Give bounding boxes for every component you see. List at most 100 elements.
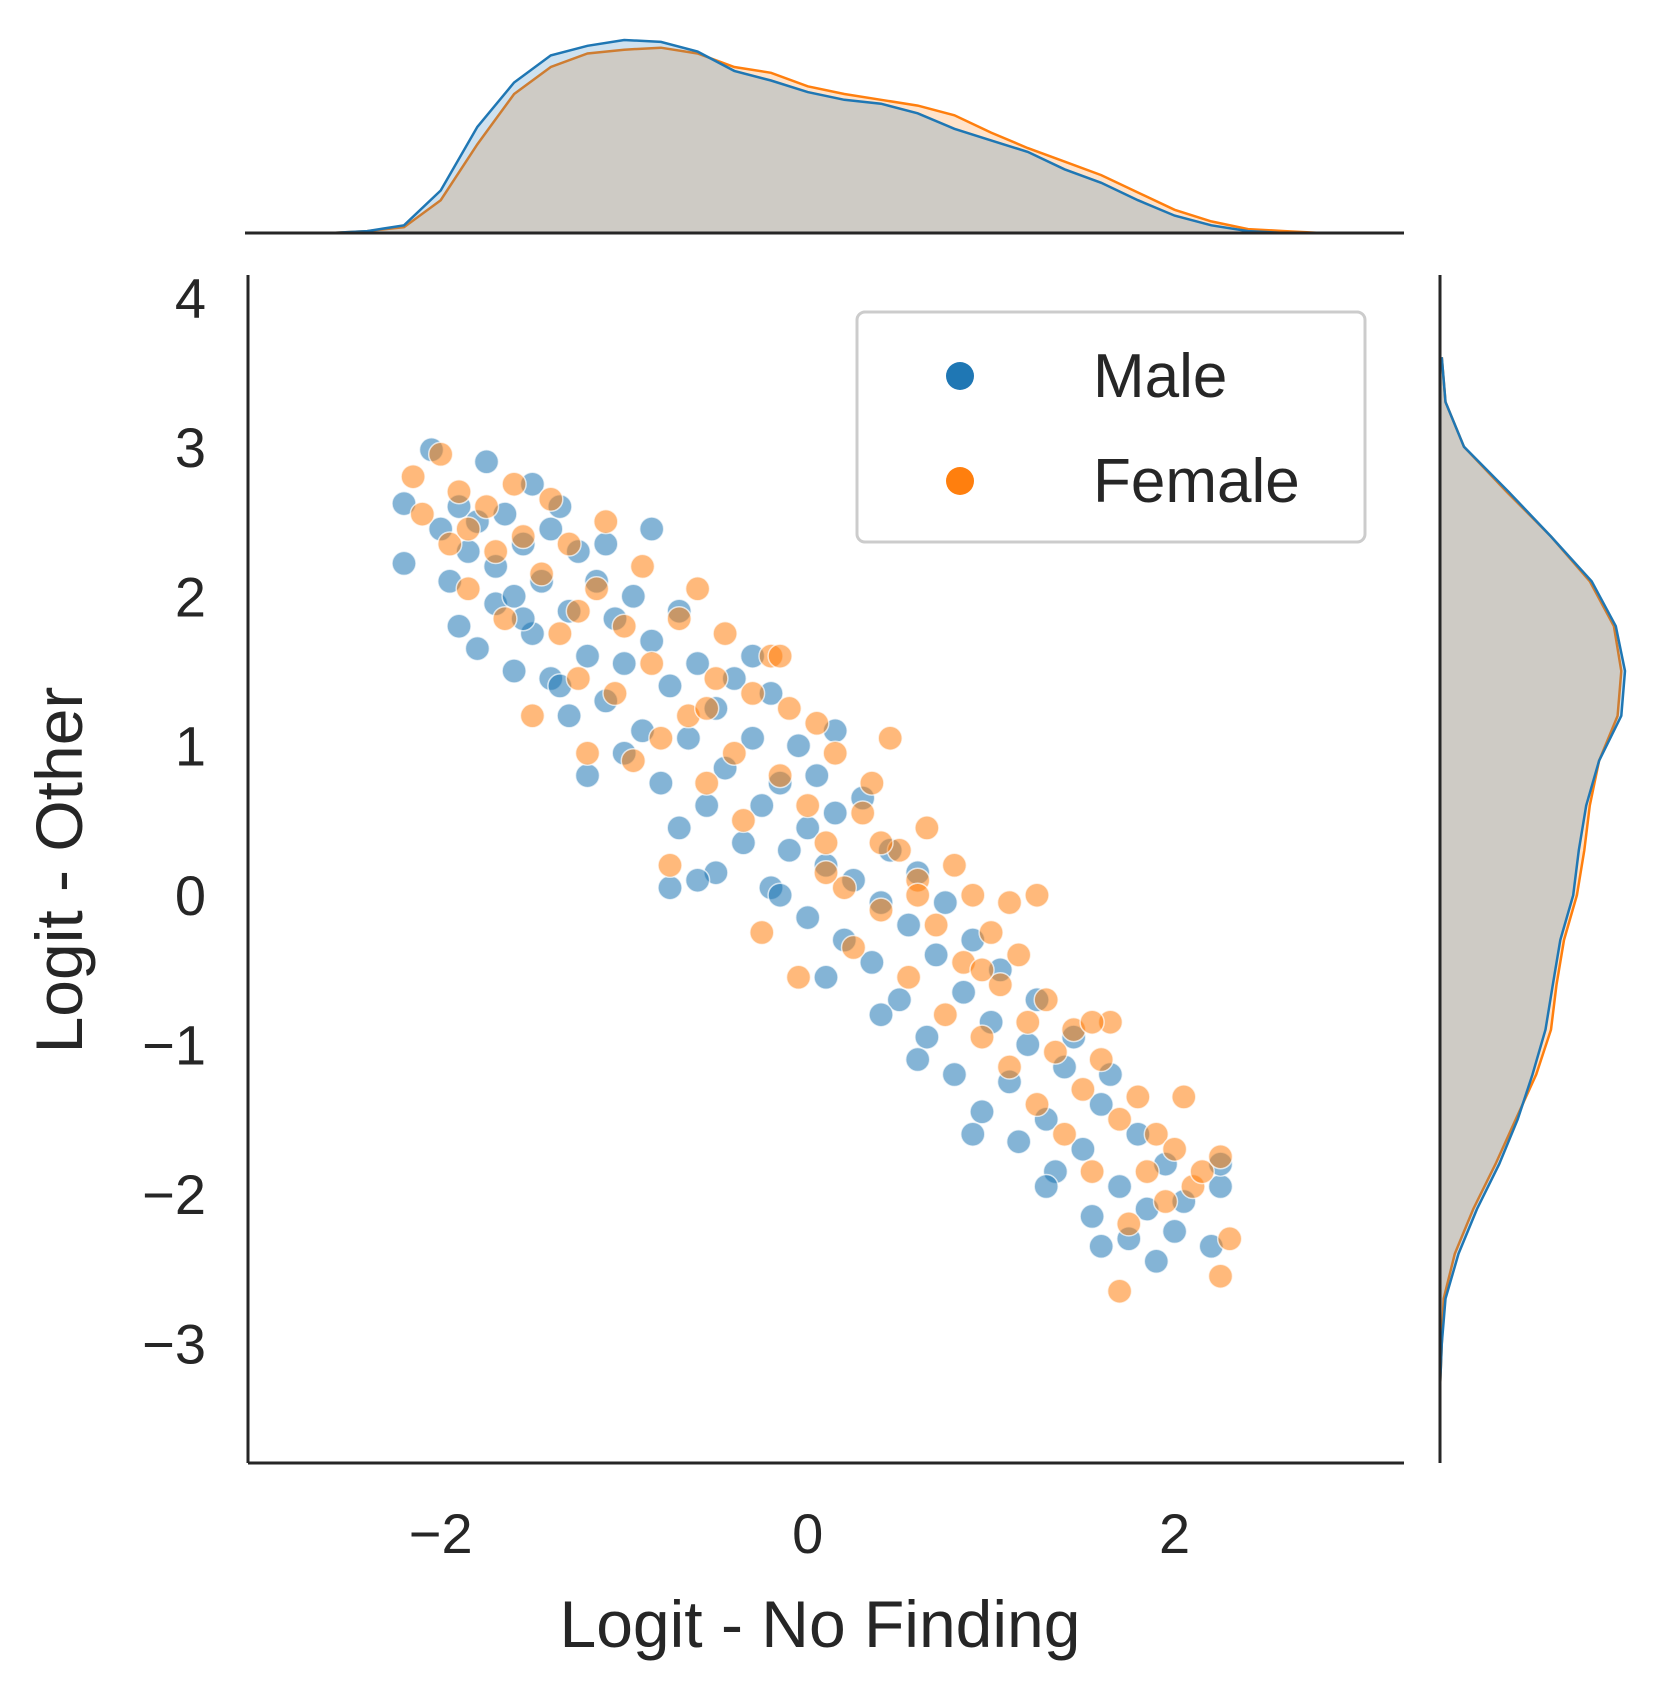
point-female [437, 531, 463, 557]
point-female [482, 538, 509, 565]
point-male [960, 1121, 986, 1147]
point-male [666, 815, 692, 841]
point-female [895, 964, 922, 991]
point-female [1088, 1046, 1114, 1073]
point-male [1015, 1031, 1041, 1058]
point-female [804, 710, 830, 737]
point-male [914, 1024, 940, 1050]
point-female [1079, 1009, 1105, 1035]
point-male [1088, 1091, 1114, 1118]
point-male [804, 762, 830, 789]
point-female [574, 740, 601, 766]
point-female [712, 620, 738, 647]
point-female [1033, 987, 1059, 1013]
kde-y-fill-female [1440, 357, 1622, 1434]
point-male [785, 732, 812, 759]
point-female [813, 859, 839, 886]
point-female [1024, 1091, 1050, 1118]
y-tick-label: 2 [175, 565, 206, 628]
point-female [904, 882, 931, 908]
point-male [611, 650, 637, 677]
point-male [657, 673, 683, 699]
point-female [749, 919, 775, 946]
point-female [611, 613, 637, 639]
point-male [693, 792, 720, 819]
legend-label-female: Female [1093, 447, 1300, 516]
kde-y-line-male [1438, 357, 1627, 1434]
point-female [556, 531, 582, 557]
point-male [620, 583, 647, 610]
point-female [446, 478, 472, 505]
y-tick-label: 3 [175, 416, 206, 479]
point-female [969, 1024, 995, 1050]
y-axis-label: Logit - Other [22, 687, 96, 1054]
point-female [785, 964, 812, 991]
point-male [969, 1099, 995, 1125]
point-female [776, 695, 803, 722]
point-female [565, 665, 592, 692]
point-female [1042, 1039, 1069, 1065]
point-male [638, 516, 665, 542]
point-male [684, 867, 711, 893]
point-female [510, 523, 536, 550]
point-female [666, 605, 692, 632]
point-female [547, 620, 573, 647]
point-female [1207, 1143, 1234, 1170]
point-male [749, 792, 775, 819]
kde-x-line-male [330, 38, 1322, 235]
series-male [391, 437, 1234, 1275]
point-female [1106, 1106, 1133, 1133]
point-female [767, 762, 793, 789]
point-male [1005, 1128, 1032, 1155]
point-female [501, 471, 527, 497]
point-male [593, 531, 619, 557]
point-female [629, 553, 656, 580]
point-female [638, 650, 665, 677]
point-male [1033, 1173, 1059, 1200]
y-tick-label: 0 [175, 864, 206, 927]
point-male [1088, 1233, 1114, 1260]
marginal-x-kde [245, 38, 1404, 235]
point-female [657, 852, 683, 879]
point-female [684, 576, 711, 602]
point-male [648, 770, 674, 796]
tick-labels: −2 0 2 −3 −2 −1 0 1 2 3 4 [142, 266, 1190, 1565]
point-female [1189, 1158, 1215, 1185]
point-male [638, 628, 665, 654]
point-female [960, 882, 986, 908]
x-tick-label: 0 [792, 1502, 823, 1565]
point-male [813, 964, 839, 991]
point-female [409, 501, 436, 527]
point-female [519, 703, 546, 729]
y-tick-label: −1 [142, 1014, 206, 1077]
point-female [978, 919, 1004, 946]
point-female [427, 441, 454, 468]
point-female [859, 770, 885, 796]
point-male [895, 912, 922, 938]
point-female [739, 680, 766, 707]
point-female [703, 665, 729, 692]
point-male [822, 800, 848, 826]
point-male [446, 613, 472, 639]
legend-label-male: Male [1093, 342, 1227, 411]
kde-x-line-female [330, 46, 1322, 235]
point-female [620, 747, 647, 774]
point-female [840, 934, 867, 961]
series-female [400, 441, 1243, 1304]
point-female [868, 897, 894, 923]
point-female [1161, 1136, 1188, 1162]
point-male [501, 658, 527, 684]
point-female [831, 874, 858, 901]
point-female [455, 516, 481, 542]
y-tick-label: −2 [142, 1163, 206, 1226]
point-female [538, 486, 564, 512]
point-female [455, 576, 481, 602]
point-male [675, 725, 702, 751]
point-male [556, 703, 582, 729]
y-tick-label: 4 [175, 266, 206, 329]
point-female [1125, 1084, 1151, 1110]
legend-marker-female [946, 467, 974, 495]
point-male [574, 762, 601, 789]
x-axis-label: Logit - No Finding [560, 1587, 1081, 1661]
